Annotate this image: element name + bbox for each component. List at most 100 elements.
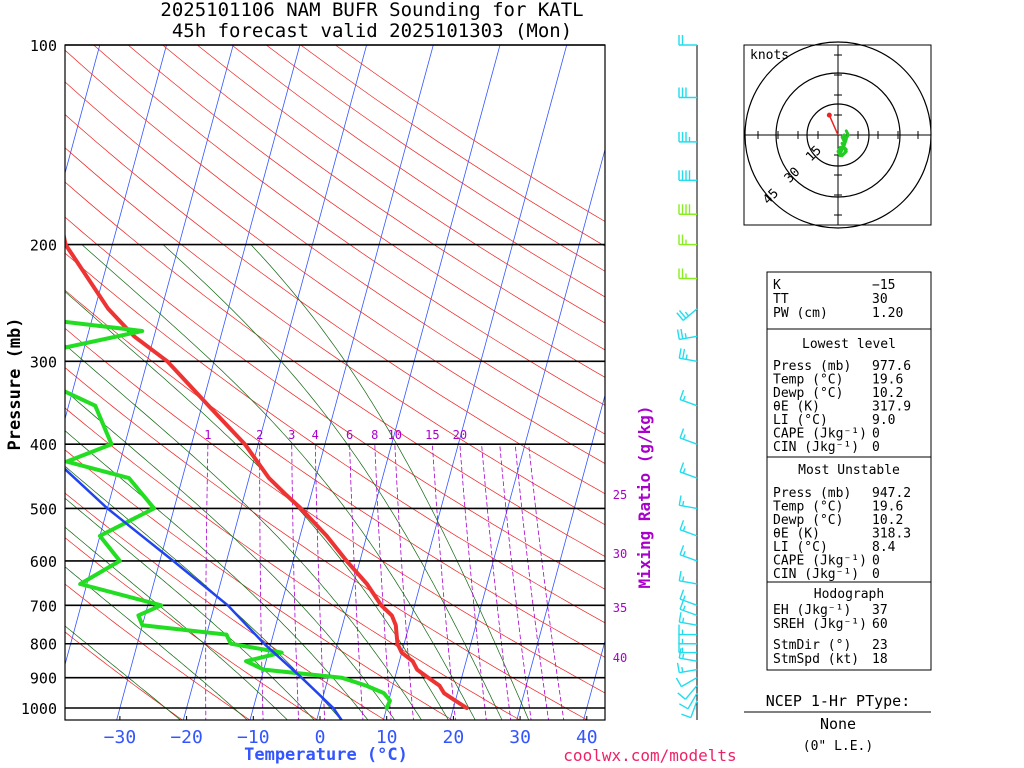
most-unstable-row-label: Dewp (°C) (773, 513, 843, 528)
moist-adiabat-line (65, 430, 369, 720)
mixing-ratio-top-label: 3 (288, 428, 295, 442)
wind-barb-half-flag (682, 468, 686, 474)
isobars (65, 44, 605, 709)
wind-barb-flag (679, 599, 685, 610)
wind-barb-staff (687, 692, 698, 710)
wind-barb-flag (679, 589, 685, 600)
most-unstable-row-value: 10.2 (872, 513, 903, 528)
dry-adiabat-line (65, 492, 386, 720)
wind-barb-flag (675, 677, 683, 688)
chart-title-line2: 45h forecast valid 2025101303 (Mon) (172, 20, 572, 42)
mixing-ratio-line (481, 443, 512, 720)
mixing-ratio-top-label: 4 (312, 428, 319, 442)
wind-barb-flag (678, 348, 682, 359)
dry-adiabat-line (65, 216, 605, 590)
wind-barb-half-flag (682, 595, 686, 601)
moist-adiabat-line (81, 244, 476, 720)
lowest-level-row-value: 0 (872, 440, 880, 455)
moist-adiabat-line (250, 244, 530, 720)
wind-barb (679, 389, 698, 407)
most-unstable-row-value: 0 (872, 567, 880, 582)
index-row-label: PW (cm) (773, 306, 828, 321)
wind-barb-staff (679, 357, 698, 363)
most-unstable-row-value: 318.3 (872, 527, 911, 542)
wind-barb-staff (679, 504, 698, 510)
mixing-ratio-line (528, 443, 565, 720)
wind-barb-half-flag (682, 576, 685, 582)
moist-adiabat-line (65, 625, 181, 720)
hodograph-ring (806, 103, 870, 167)
wind-barb-flag (676, 312, 684, 321)
hodograph-stats-row-value: 18 (872, 652, 888, 667)
moist-adiabat-line (162, 244, 503, 720)
most-unstable-row-label: Press (mb) (773, 486, 851, 501)
index-row-value: 1.20 (872, 306, 903, 321)
storm-motion-vector (828, 114, 839, 136)
hodograph-units-label: knots (750, 48, 789, 63)
hodograph-stats-row-value: 37 (872, 603, 888, 618)
index-row-label: K (773, 278, 781, 293)
wind-barb-half-flag (682, 617, 685, 623)
x-tick-label: 10 (376, 727, 398, 748)
hodograph-ring (744, 41, 932, 229)
hodograph-stats-row-label: SREH (Jkg⁻¹) (773, 617, 867, 632)
wind-barb-half-flag (685, 354, 688, 360)
isotherm-line (65, 45, 234, 667)
mixing-ratio-line (514, 443, 549, 720)
y-tick-label: 600 (30, 553, 57, 571)
lowest-level-row-value: 10.2 (872, 386, 903, 401)
wind-barb-flag (678, 612, 682, 623)
dry-adiabat-line (65, 289, 605, 658)
y-tick-label: 300 (30, 353, 57, 371)
wind-barb-flag (681, 713, 692, 719)
wind-barb-half-flag (682, 605, 686, 611)
wind-barb (678, 570, 698, 585)
x-axis-title: Temperature (°C) (244, 745, 408, 765)
x-tick-label: −20 (170, 727, 203, 748)
wind-barb (678, 495, 698, 510)
wind-barb-flag (680, 328, 684, 339)
wind-barb-flag (679, 428, 685, 439)
x-tick-label: 20 (443, 727, 465, 748)
wind-barb (678, 348, 698, 363)
dry-adiabat-line (65, 49, 605, 435)
y-tick-label: 800 (30, 636, 57, 654)
isotherm-line (182, 45, 368, 720)
dry-adiabat-line (65, 367, 589, 720)
mixing-ratio-top-label: 2 (256, 428, 263, 442)
wind-barb (679, 545, 698, 562)
wind-barb-staff (679, 437, 698, 445)
wind-barb-flag (678, 310, 687, 319)
mixing-ratio-side-label: 35 (613, 601, 627, 615)
wind-barb-half-flag (681, 667, 684, 673)
isotherm-line (583, 639, 605, 720)
most-unstable-row-label: θE (K) (773, 527, 820, 542)
wind-barb (675, 677, 698, 688)
chart-title-line1: 2025101106 NAM BUFR Sounding for KATL (160, 0, 583, 21)
plot-frame (64, 44, 606, 721)
mixing-ratio-line (291, 443, 299, 720)
y-tick-label: 200 (30, 237, 57, 255)
wind-barb (678, 87, 697, 99)
lowest-level-header: Lowest level (802, 337, 896, 352)
wind-barb-flag (679, 520, 685, 530)
lowest-level-row-label: θE (K) (773, 400, 820, 415)
wind-barb (679, 589, 698, 606)
wind-barb (678, 204, 697, 215)
dry-adiabat-line (93, 45, 605, 406)
wind-barb (678, 692, 698, 710)
mixing-ratio-line (459, 443, 487, 720)
dry-adiabat-line (65, 537, 318, 720)
wind-barb (678, 268, 697, 280)
hodograph-stats-row-label: StmDir (°) (773, 638, 851, 653)
wind-barb-staff (679, 398, 698, 407)
mixing-ratio-top-label: 20 (453, 428, 467, 442)
isotherm-line (516, 393, 605, 720)
mixing-ratio-line (431, 443, 456, 720)
wind-barb (678, 633, 697, 645)
mixing-ratio-line (394, 443, 414, 720)
wind-barb-staff (679, 598, 698, 606)
lowest-level-row-value: 0 (872, 427, 880, 442)
wind-barb-staff (682, 308, 698, 321)
